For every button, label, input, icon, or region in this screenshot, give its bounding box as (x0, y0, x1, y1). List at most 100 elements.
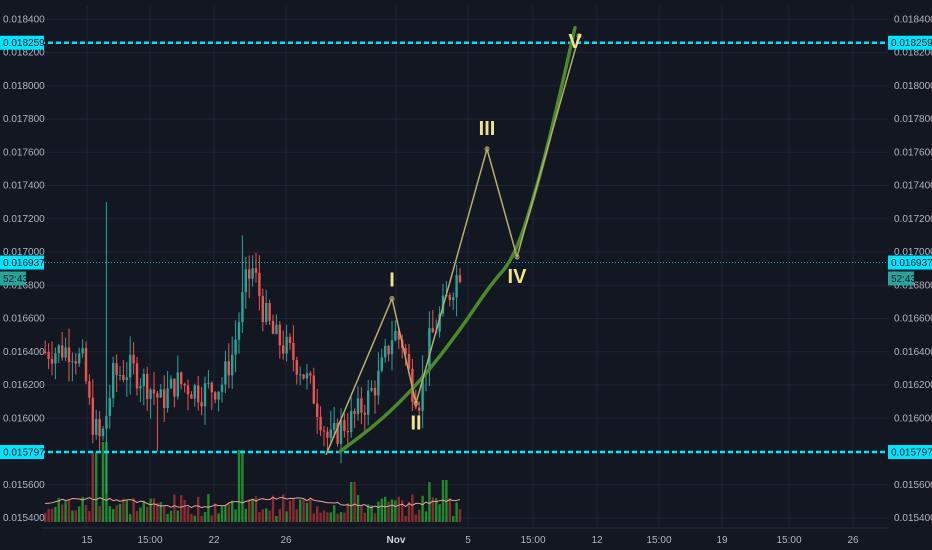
volume-bar (57, 498, 60, 522)
volume-bar (176, 510, 179, 522)
candle-body (299, 374, 302, 376)
volume-bar (234, 509, 237, 522)
grid-lines (42, 6, 888, 528)
y-tick-label-right: 0.018000 (894, 81, 932, 92)
candle-body (132, 354, 135, 364)
volume-bar (231, 500, 234, 522)
candle-body (118, 375, 122, 377)
volume-bar (302, 499, 305, 522)
candle-body (265, 303, 268, 322)
volume-bar (152, 498, 156, 522)
candle-body (329, 429, 332, 438)
volume-bar (384, 496, 387, 522)
y-tick-label-right: 0.016800 (894, 280, 932, 291)
candle-body (166, 388, 169, 409)
volume-bar (265, 508, 268, 522)
candle-body (373, 388, 377, 396)
candle-body (214, 392, 217, 400)
volume-bar (305, 502, 309, 522)
volume-bar (458, 509, 462, 522)
volume-bar (74, 510, 77, 522)
candle-body (309, 373, 312, 376)
candle-body (125, 377, 128, 380)
volume-bar (244, 508, 247, 522)
volume-bar (193, 515, 196, 522)
volume-bar (95, 452, 98, 522)
candle-body (282, 345, 285, 354)
volume-bar (159, 502, 162, 522)
candle-body (193, 385, 196, 399)
y-tick-label-right: 0.017800 (894, 114, 932, 125)
candle-body (339, 420, 343, 444)
volume-bar (78, 506, 81, 522)
volume-bar (438, 504, 441, 522)
volume-bar (316, 506, 319, 522)
y-tick-label-right: 0.016600 (894, 314, 932, 325)
volume-bar (61, 504, 64, 522)
volume-bar (190, 513, 193, 522)
horizontal-levels[interactable] (0, 41, 932, 454)
y-tick-label-left: 0.016800 (3, 280, 45, 291)
countdown-label: 52:43 (3, 274, 28, 285)
candle-body (210, 382, 213, 393)
volume-bar (333, 505, 336, 522)
candle-body (407, 353, 411, 369)
volume-bar (268, 510, 271, 522)
candle-body (244, 269, 247, 293)
candle-body (220, 384, 224, 392)
volume-bar (169, 510, 173, 522)
candle-body (91, 397, 94, 435)
volume-bar (186, 507, 190, 522)
volume-bar (146, 506, 149, 522)
y-tick-label-right: 0.017600 (894, 147, 932, 158)
volume-bar (363, 512, 366, 522)
price-tag-box (888, 35, 932, 50)
growth-curve[interactable] (338, 25, 577, 454)
volume-bar (224, 505, 227, 522)
volume-bar (271, 495, 275, 522)
countdown-label: 52:43 (891, 274, 916, 285)
price-tag-label: 0.018259 (891, 38, 932, 49)
candle-body (81, 348, 84, 354)
volume-bar (448, 498, 451, 522)
volume-bar (339, 512, 343, 522)
candle-body (217, 391, 220, 400)
candle-body (200, 402, 203, 407)
volume-bar (156, 503, 159, 522)
volume-bar (292, 498, 295, 522)
volume-bar (220, 505, 224, 522)
candle-body (203, 383, 207, 407)
candle-body (258, 272, 261, 297)
y-tick-label-right: 0.016200 (894, 380, 932, 391)
price-tag-label: 0.018259 (3, 38, 45, 49)
candle-body (295, 360, 298, 375)
volume-bar (258, 512, 261, 522)
volume-bar (241, 450, 244, 522)
volume-bar (360, 504, 363, 522)
volume-bar (387, 501, 390, 522)
volume-bar (91, 452, 94, 522)
candle-body (227, 361, 230, 376)
volume-bar (282, 494, 285, 522)
candle-body (428, 328, 431, 371)
candle-body (271, 320, 275, 334)
volume-bar (112, 508, 115, 522)
x-tick-label: 26 (847, 535, 859, 546)
candle-body (404, 348, 407, 354)
wave-point (514, 254, 520, 260)
candle-body (112, 363, 115, 399)
volume-bar (367, 504, 370, 522)
candle-body (78, 353, 81, 364)
candle-body (88, 381, 91, 398)
wave-point (389, 296, 395, 302)
candle-body (370, 388, 373, 391)
price-tag-label: 0.015797 (891, 448, 932, 459)
volume-bar (346, 503, 349, 522)
volume-bar (149, 498, 152, 522)
price-tags: 0.018259 0.018259 0.015797 0.015797 0.016937… (0, 35, 932, 460)
x-tick-label: 15:00 (520, 535, 545, 546)
y-tick-label-right: 0.016000 (894, 413, 932, 424)
candle-body (163, 389, 166, 409)
